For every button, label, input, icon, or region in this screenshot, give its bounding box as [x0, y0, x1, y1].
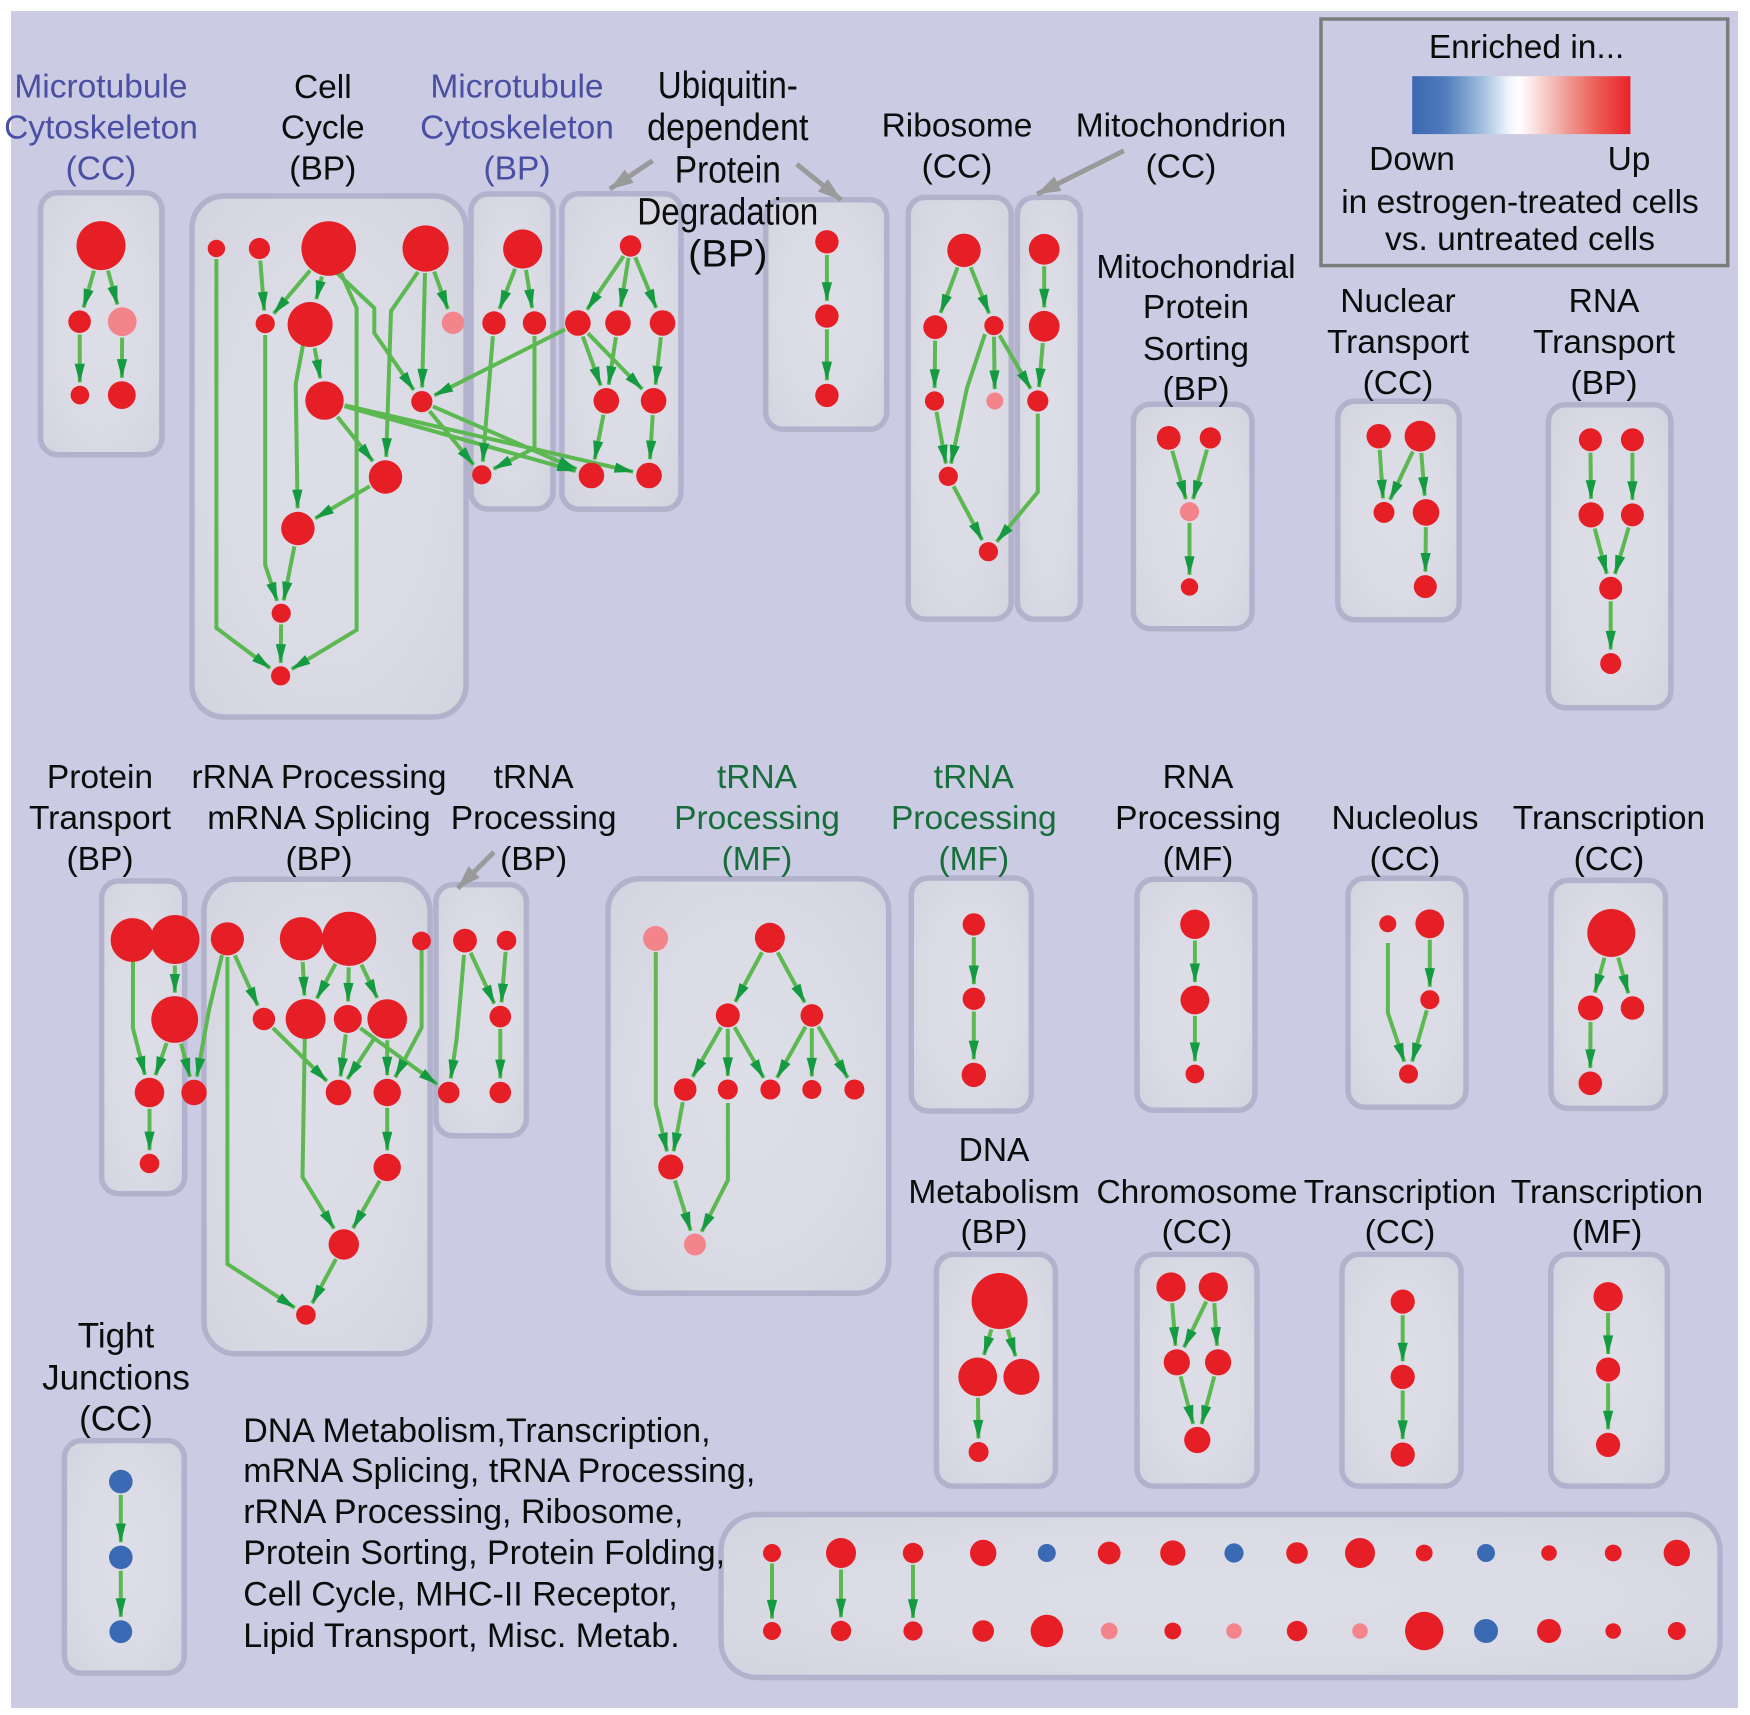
svg-text:(BP): (BP) [500, 841, 567, 878]
svg-text:(BP): (BP) [961, 1214, 1028, 1251]
svg-text:Transport: Transport [1533, 324, 1676, 361]
svg-text:(CC): (CC) [79, 1400, 153, 1439]
svg-text:(CC): (CC) [1574, 841, 1645, 878]
svg-text:Cycle: Cycle [281, 110, 365, 147]
svg-text:Transcription: Transcription [1513, 800, 1705, 837]
svg-text:(MF): (MF) [1572, 1214, 1643, 1251]
svg-text:Chromosome: Chromosome [1096, 1174, 1297, 1211]
svg-text:Mitochondrion: Mitochondrion [1076, 108, 1286, 145]
svg-text:dependent: dependent [647, 107, 809, 149]
svg-text:(CC): (CC) [1162, 1214, 1233, 1251]
svg-text:Transport: Transport [1327, 324, 1470, 361]
svg-text:Cell: Cell [294, 69, 352, 106]
svg-text:DNA Metabolism,Transcription,: DNA Metabolism,Transcription, [243, 1412, 710, 1450]
svg-text:Processing: Processing [674, 800, 840, 837]
svg-text:tRNA: tRNA [717, 759, 798, 796]
svg-text:tRNA: tRNA [934, 759, 1015, 796]
svg-text:rRNA Processing, Ribosome,: rRNA Processing, Ribosome, [243, 1493, 683, 1531]
svg-text:Processing: Processing [891, 800, 1057, 837]
svg-text:Enriched in...: Enriched in... [1429, 29, 1625, 66]
svg-text:mRNA Splicing, tRNA Processing: mRNA Splicing, tRNA Processing, [243, 1452, 755, 1490]
svg-text:Down: Down [1369, 141, 1455, 178]
svg-text:Mitochondrial: Mitochondrial [1096, 249, 1295, 286]
svg-text:Microtubule: Microtubule [430, 69, 603, 106]
svg-text:(BP): (BP) [286, 841, 353, 878]
svg-text:(CC): (CC) [1363, 365, 1434, 402]
svg-text:Transport: Transport [29, 800, 172, 837]
svg-text:(BP): (BP) [1163, 371, 1230, 408]
svg-text:in estrogen-treated cells: in estrogen-treated cells [1341, 184, 1699, 221]
svg-text:Transcription: Transcription [1304, 1174, 1496, 1211]
svg-text:Nucleolus: Nucleolus [1331, 800, 1478, 837]
svg-text:RNA: RNA [1569, 283, 1640, 320]
svg-text:(CC): (CC) [922, 149, 993, 186]
svg-text:Cell Cycle, MHC-II Receptor,: Cell Cycle, MHC-II Receptor, [243, 1576, 678, 1614]
svg-text:rRNA Processing: rRNA Processing [191, 759, 446, 796]
svg-text:Degradation: Degradation [637, 191, 818, 233]
svg-text:Lipid Transport, Misc. Metab.: Lipid Transport, Misc. Metab. [243, 1617, 680, 1655]
svg-text:Metabolism: Metabolism [908, 1174, 1079, 1211]
svg-text:Cytoskeleton: Cytoskeleton [4, 110, 198, 147]
svg-text:mRNA Splicing: mRNA Splicing [207, 800, 430, 837]
svg-text:(MF): (MF) [722, 841, 793, 878]
svg-text:(MF): (MF) [938, 841, 1009, 878]
svg-text:(CC): (CC) [1146, 149, 1217, 186]
svg-text:DNA: DNA [959, 1132, 1030, 1169]
svg-text:Protein: Protein [675, 149, 781, 191]
svg-text:Processing: Processing [451, 800, 617, 837]
svg-text:Junctions: Junctions [42, 1359, 190, 1398]
svg-text:Ribosome: Ribosome [882, 108, 1033, 145]
svg-text:Protein: Protein [1143, 289, 1249, 326]
svg-text:(BP): (BP) [484, 151, 551, 188]
svg-text:Transcription: Transcription [1511, 1174, 1703, 1211]
svg-text:(CC): (CC) [1370, 841, 1441, 878]
svg-text:Protein: Protein [47, 759, 153, 796]
svg-text:RNA: RNA [1163, 759, 1234, 796]
svg-text:Nuclear: Nuclear [1340, 283, 1455, 320]
svg-text:(BP): (BP) [1571, 365, 1638, 402]
svg-text:(CC): (CC) [1365, 1214, 1436, 1251]
svg-text:Protein Sorting, Protein Foldi: Protein Sorting, Protein Folding, [243, 1534, 725, 1572]
svg-text:Processing: Processing [1115, 800, 1281, 837]
svg-text:(MF): (MF) [1163, 841, 1234, 878]
svg-text:Ubiquitin-: Ubiquitin- [658, 65, 798, 107]
svg-text:Microtubule: Microtubule [14, 69, 187, 106]
svg-text:(CC): (CC) [66, 151, 137, 188]
svg-text:Up: Up [1608, 141, 1651, 178]
svg-text:vs. untreated cells: vs. untreated cells [1385, 221, 1655, 258]
svg-text:Cytoskeleton: Cytoskeleton [420, 110, 614, 147]
svg-text:(BP): (BP) [688, 234, 767, 276]
svg-text:Sorting: Sorting [1143, 331, 1249, 368]
svg-text:Tight: Tight [78, 1317, 155, 1356]
svg-text:(BP): (BP) [289, 151, 356, 188]
svg-text:tRNA: tRNA [494, 759, 575, 796]
svg-text:(BP): (BP) [67, 841, 134, 878]
